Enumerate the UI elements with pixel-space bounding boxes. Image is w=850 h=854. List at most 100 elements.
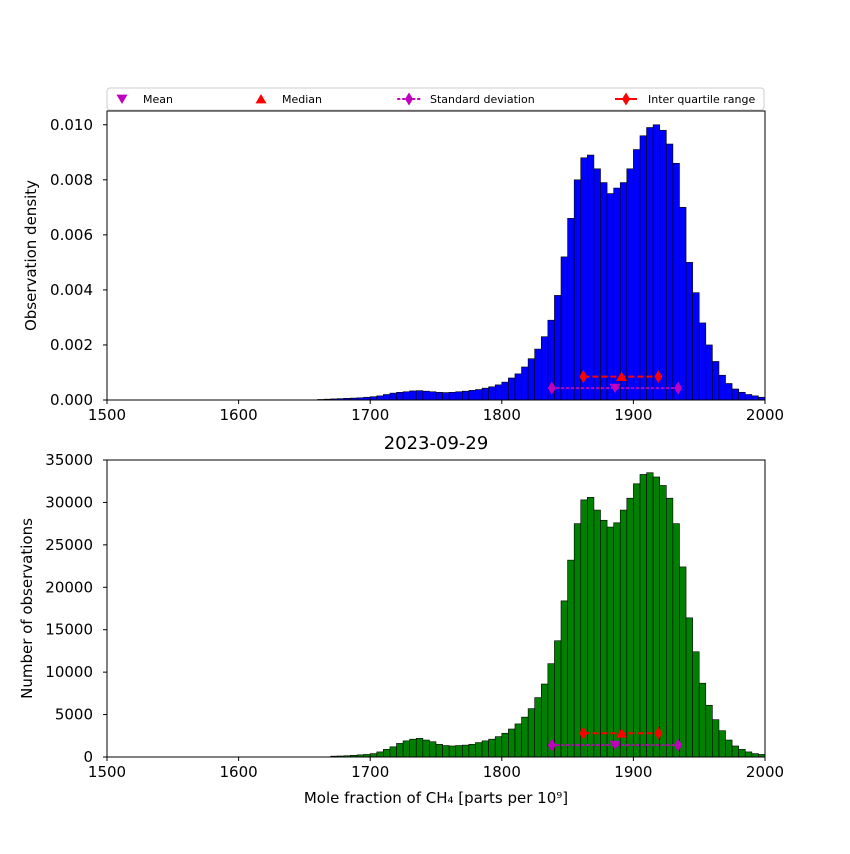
top-bar bbox=[475, 389, 483, 401]
bottom-bar bbox=[514, 723, 522, 758]
top-y-tick-label: 0.004 bbox=[50, 281, 93, 299]
bottom-bar bbox=[494, 736, 503, 758]
top-bar bbox=[738, 391, 746, 401]
bottom-statistics bbox=[547, 726, 683, 752]
top-y-tick-label: 0.000 bbox=[50, 391, 93, 409]
bottom-bar bbox=[751, 753, 759, 758]
top-bar bbox=[462, 390, 470, 401]
top-y-tick-label: 0.002 bbox=[50, 336, 93, 354]
bottom-bar bbox=[429, 741, 437, 758]
top-bar bbox=[554, 295, 562, 401]
bottom-y-tick-label: 5000 bbox=[55, 706, 93, 724]
bottom-bar bbox=[573, 523, 582, 758]
bottom-bar bbox=[481, 740, 489, 758]
bottom-bar bbox=[468, 743, 476, 758]
bottom-bar bbox=[593, 509, 601, 758]
bottom-bar bbox=[685, 617, 693, 758]
bottom-bar bbox=[738, 749, 746, 758]
top-bar bbox=[751, 395, 759, 401]
bottom-bar bbox=[679, 566, 687, 758]
bottom-bar bbox=[501, 732, 509, 758]
bottom-bar bbox=[580, 499, 588, 758]
bottom-bar bbox=[554, 640, 562, 758]
legend-iqr-label: Inter quartile range bbox=[648, 93, 755, 106]
bottom-bar bbox=[488, 738, 496, 758]
bottom-median-marker bbox=[616, 728, 628, 738]
bottom-bar bbox=[455, 745, 463, 758]
top-bar bbox=[389, 392, 397, 401]
bottom-bar bbox=[376, 751, 384, 758]
bottom-x-tick-label: 1900 bbox=[614, 763, 652, 781]
bottom-bar bbox=[389, 746, 397, 758]
top-median-marker bbox=[616, 371, 628, 382]
bottom-bar bbox=[659, 485, 667, 758]
top-bar bbox=[540, 336, 549, 401]
legend-std-marker bbox=[405, 92, 413, 106]
bottom-bar bbox=[646, 472, 654, 758]
top-bar bbox=[527, 358, 535, 401]
bottom-bar bbox=[712, 719, 720, 758]
top-axes-frame bbox=[106, 110, 766, 401]
top-x-tick-label: 1700 bbox=[351, 406, 389, 424]
top-y-tick-label: 0.008 bbox=[50, 171, 93, 189]
bottom-bar bbox=[613, 522, 621, 758]
bottom-bar bbox=[448, 745, 457, 758]
top-histogram-panel: 1500 1600 1700 1800 1900 20000.0000.0020.0040… bbox=[22, 110, 784, 424]
top-bar bbox=[685, 262, 693, 401]
bottom-iqr-high-marker bbox=[654, 726, 663, 740]
bottom-y-axis-label: Number of observations bbox=[18, 518, 36, 699]
bottom-bar bbox=[534, 697, 542, 758]
top-y-tick-label: 0.010 bbox=[50, 116, 93, 134]
top-bar bbox=[508, 377, 516, 401]
bottom-std-high-marker bbox=[674, 738, 683, 752]
top-bar bbox=[514, 373, 522, 401]
legend-box bbox=[106, 87, 765, 111]
top-bar bbox=[679, 207, 687, 401]
top-bar bbox=[646, 127, 654, 401]
bottom-std-low-marker bbox=[547, 738, 556, 752]
top-bar bbox=[560, 256, 568, 401]
top-bar bbox=[567, 218, 575, 401]
top-y-tick-label: 0.006 bbox=[50, 226, 93, 244]
bottom-bar bbox=[639, 474, 647, 758]
top-bar bbox=[619, 182, 628, 401]
bottom-bar bbox=[718, 730, 726, 758]
top-bar bbox=[521, 366, 529, 401]
top-iqr-low-marker bbox=[579, 370, 588, 384]
top-x-tick-label: 1600 bbox=[220, 406, 258, 424]
top-bar bbox=[580, 157, 588, 401]
top-bar bbox=[613, 187, 621, 401]
top-bar bbox=[468, 390, 476, 401]
top-bar bbox=[429, 391, 437, 401]
legend-median-label: Median bbox=[282, 93, 322, 106]
bottom-iqr-low-marker bbox=[579, 726, 588, 740]
top-bar bbox=[396, 391, 404, 401]
bottom-x-tick-label: 2000 bbox=[746, 763, 784, 781]
top-bar bbox=[409, 390, 417, 401]
bottom-bar bbox=[396, 743, 404, 758]
bottom-y-tick-label: 35000 bbox=[45, 451, 93, 469]
bottom-bar bbox=[402, 740, 410, 758]
bottom-axes-frame bbox=[106, 459, 766, 758]
top-bar bbox=[712, 361, 720, 401]
bottom-y-ticks: 0 5000 10000 15000 20000 25000 30000 35000 bbox=[45, 451, 107, 766]
bottom-bar bbox=[369, 753, 378, 758]
bottom-bar bbox=[698, 682, 707, 758]
top-statistics bbox=[547, 370, 683, 395]
bottom-x-tick-label: 1700 bbox=[351, 763, 389, 781]
bottom-mean-marker bbox=[609, 740, 621, 751]
bottom-bar bbox=[442, 745, 450, 758]
bottom-bar bbox=[567, 559, 575, 758]
top-bar bbox=[376, 395, 384, 401]
bottom-y-tick-label: 30000 bbox=[45, 493, 93, 511]
bottom-x-tick-label: 1600 bbox=[220, 763, 258, 781]
top-bar bbox=[692, 292, 700, 401]
top-bar bbox=[593, 168, 601, 401]
legend-mean-label: Mean bbox=[143, 93, 173, 106]
top-bar bbox=[534, 348, 542, 401]
top-bar bbox=[435, 391, 443, 401]
top-bar bbox=[501, 381, 509, 401]
bottom-bar bbox=[527, 708, 535, 758]
top-x-tick-label: 1900 bbox=[614, 406, 652, 424]
